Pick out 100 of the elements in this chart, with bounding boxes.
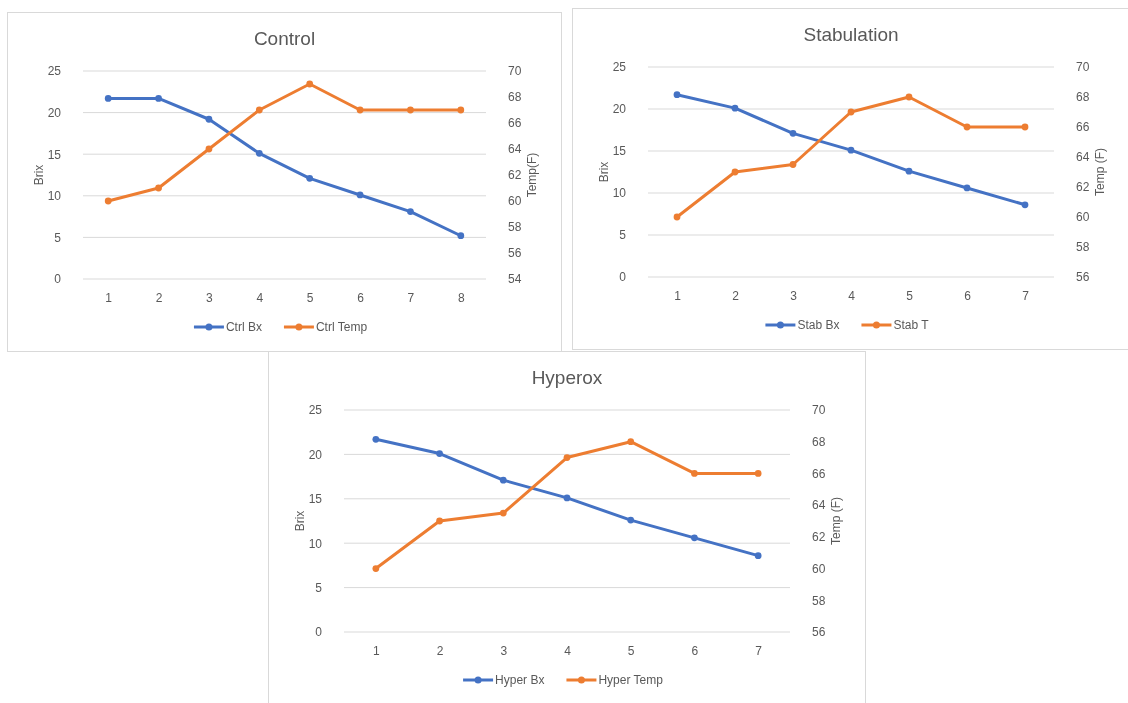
y-tick-label: 0 <box>315 625 323 640</box>
point <box>457 232 465 240</box>
y2-tick-label: 64 <box>1076 150 1090 165</box>
point <box>499 476 507 484</box>
y-tick-label: 10 <box>308 536 323 551</box>
y2-tick-label: 70 <box>508 64 522 79</box>
y2-tick-label: 70 <box>812 403 826 418</box>
point <box>627 516 635 524</box>
legend-label: Stab Bx <box>797 318 840 333</box>
y2-tick-label: 56 <box>508 246 522 261</box>
point <box>963 123 971 131</box>
y-tick-label: 0 <box>54 272 62 287</box>
point <box>205 145 213 153</box>
y2-axis-title: Temp (F) <box>829 497 843 545</box>
y2-tick-label: 66 <box>1076 120 1090 135</box>
point <box>372 565 380 572</box>
point <box>1021 201 1029 209</box>
y2-tick-label: 64 <box>812 498 826 513</box>
point <box>356 106 364 114</box>
y2-tick-label: 54 <box>508 272 522 287</box>
point <box>306 80 314 88</box>
point <box>306 174 314 182</box>
y2-tick-label: 60 <box>1076 210 1090 225</box>
y2-tick-label: 60 <box>812 561 826 576</box>
point <box>104 95 112 102</box>
y2-tick-label: 68 <box>1076 90 1090 105</box>
point <box>905 167 913 175</box>
x-tick-label: 6 <box>964 288 972 303</box>
y-tick-label: 20 <box>47 105 62 120</box>
x-tick-label: 7 <box>755 643 763 658</box>
y-axis-title: Brix <box>293 510 307 532</box>
point <box>104 197 112 205</box>
point <box>691 534 698 542</box>
y-tick-label: 0 <box>619 270 627 285</box>
legend-label: Hyper Bx <box>495 673 545 688</box>
y-tick-label: 15 <box>47 147 62 162</box>
y-axis-title: Brix <box>597 161 611 183</box>
y-tick-label: 25 <box>47 64 62 79</box>
x-tick-label: 6 <box>691 643 699 658</box>
x-tick-label: 5 <box>906 288 914 303</box>
y2-tick-label: 62 <box>508 168 522 183</box>
point <box>963 184 971 192</box>
y2-axis-title: Temp (F) <box>1093 148 1107 196</box>
x-tick-label: 2 <box>732 288 740 303</box>
point <box>789 161 797 168</box>
y2-tick-label: 62 <box>1076 180 1090 195</box>
point <box>205 115 213 123</box>
point <box>627 438 635 446</box>
y-tick-label: 25 <box>612 60 627 75</box>
y2-tick-label: 56 <box>812 625 826 640</box>
x-tick-label: 2 <box>155 290 163 305</box>
y-tick-label: 10 <box>47 189 62 204</box>
y2-tick-label: 56 <box>1076 270 1090 285</box>
point <box>436 450 443 457</box>
x-tick-label: 4 <box>848 288 856 303</box>
y2-tick-label: 58 <box>812 593 826 608</box>
point <box>754 470 762 477</box>
y2-tick-label: 68 <box>508 90 522 105</box>
point <box>673 91 681 99</box>
x-tick-label: 6 <box>357 290 365 305</box>
point <box>499 509 507 517</box>
point <box>673 213 681 221</box>
y2-tick-label: 60 <box>508 194 522 209</box>
point <box>731 168 739 176</box>
point <box>255 106 263 114</box>
y2-tick-label: 66 <box>812 466 826 481</box>
x-tick-label: 3 <box>500 643 508 658</box>
y2-tick-label: 62 <box>812 530 826 545</box>
point <box>255 149 263 157</box>
y-tick-label: 5 <box>315 580 323 595</box>
legend-label: Ctrl Temp <box>315 320 368 335</box>
point <box>436 517 443 525</box>
point <box>691 470 698 477</box>
y-tick-label: 10 <box>612 186 627 201</box>
point <box>155 95 162 102</box>
x-tick-label: 3 <box>206 290 214 305</box>
y2-tick-label: 66 <box>508 116 522 131</box>
y-tick-label: 20 <box>612 102 627 117</box>
x-tick-label: 1 <box>373 643 381 658</box>
x-tick-label: 7 <box>1022 288 1030 303</box>
y-tick-label: 20 <box>308 447 323 462</box>
point <box>789 129 797 137</box>
legend-label: Hyper Temp <box>598 673 664 688</box>
legend-label: Stab T <box>893 318 930 333</box>
y-tick-label: 25 <box>308 403 323 418</box>
y-tick-label: 15 <box>612 144 627 159</box>
point <box>407 208 414 215</box>
y-tick-label: 5 <box>54 230 62 245</box>
x-tick-label: 4 <box>564 643 572 658</box>
point <box>155 184 162 192</box>
x-tick-label: 7 <box>407 290 415 305</box>
y2-axis-title: Temp(F) <box>525 152 539 198</box>
x-tick-label: 3 <box>790 288 798 303</box>
x-tick-label: 8 <box>457 290 465 305</box>
point <box>372 435 380 443</box>
y-tick-label: 5 <box>619 228 627 243</box>
y-tick-label: 15 <box>308 492 323 507</box>
y2-tick-label: 58 <box>1076 240 1090 255</box>
y2-tick-label: 64 <box>508 142 522 157</box>
x-tick-label: 1 <box>674 288 682 303</box>
